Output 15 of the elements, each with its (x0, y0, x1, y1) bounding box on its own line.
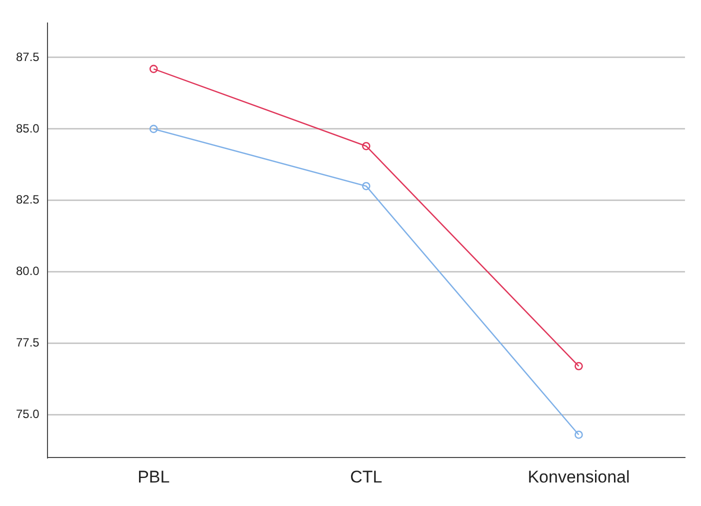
point (574, 362, 583, 370)
point (362, 142, 370, 150)
x-tick-label: Konvensional (528, 467, 630, 486)
point (149, 64, 158, 74)
y-tick-label: 87.5 (16, 50, 40, 64)
point (149, 124, 158, 134)
x-tick-label: PBL (138, 467, 170, 486)
x-tick-label: CTL (350, 467, 382, 486)
y-tick-label: 80.0 (16, 264, 40, 278)
y-tick-label: 82.5 (16, 192, 40, 207)
point (574, 430, 583, 439)
y-tick-label: 75.0 (16, 407, 40, 422)
point (362, 182, 370, 190)
y-tick-label: 85.0 (16, 121, 40, 136)
y-tick-label: 77.5 (16, 336, 40, 350)
